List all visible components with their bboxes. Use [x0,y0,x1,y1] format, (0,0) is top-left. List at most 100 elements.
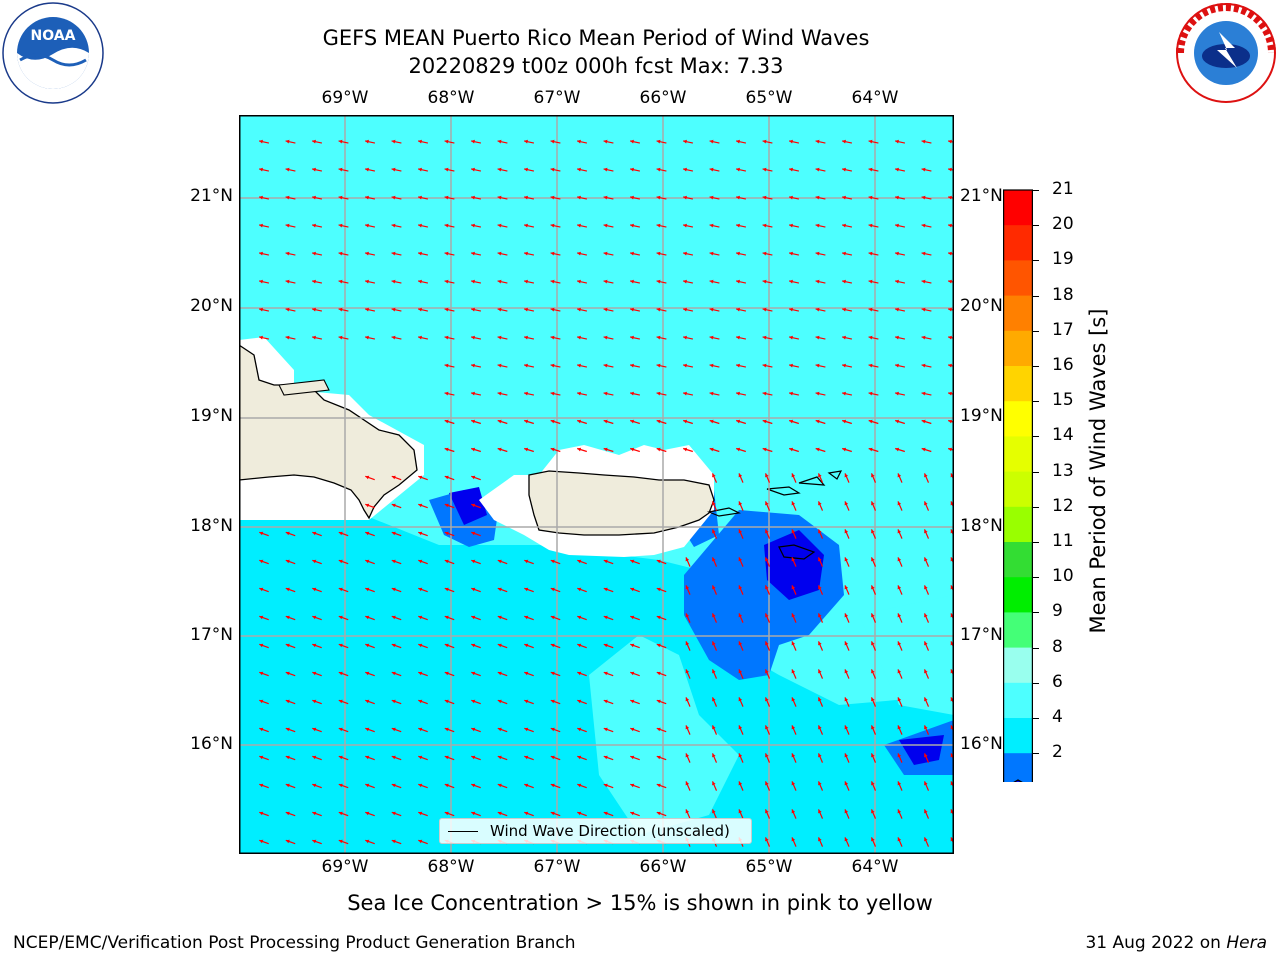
wind-arrow-head [285,279,290,284]
wind-arrow-head [844,697,849,702]
wind-arrow-head [577,223,581,228]
wind-arrow-head [444,783,449,788]
wind-arrow-head [550,699,555,704]
wind-arrow-head [338,783,343,788]
wind-arrow-head [497,335,502,340]
wind-arrow-head [312,251,316,256]
wind-arrow-head [844,837,849,842]
wind-arrow-head [365,559,370,564]
wind-arrow-head [418,755,423,760]
wind-arrow-head [709,335,714,340]
wind-arrow-head [709,419,714,424]
wind-arrow-head [550,139,555,144]
wind-arrow-head [950,809,954,814]
lon-label-bottom: 67°W [533,857,581,877]
wind-arrow-head [948,167,952,172]
wind-arrow-head [844,501,849,506]
wind-arrow-head [550,251,555,256]
wind-arrow-head [471,475,476,480]
wind-arrow-head [842,447,847,452]
wind-arrow-head [844,725,849,730]
wind-arrow-head [497,251,502,256]
wind-arrow-head [871,529,875,534]
wind-arrow-head [418,251,422,256]
footer-host: Hera [1226,933,1267,953]
wind-arrow-head [897,697,902,702]
wind-arrow-head [603,727,608,732]
wind-arrow-head [924,809,928,814]
wind-arrow-head [444,223,449,228]
wind-arrow-head [738,529,743,534]
wind-arrow-head [897,837,902,842]
wind-arrow-head [418,783,423,788]
wind-arrow-head [818,837,822,842]
wind-arrow-head [871,585,875,590]
wind-arrow-head [897,781,902,786]
wind-arrow-head [338,615,343,620]
wind-arrow-head [789,223,793,228]
wind-arrow-head [630,643,635,648]
wind-arrow-head [683,307,687,312]
colorbar [1003,188,1033,782]
colorbar-segment [1003,718,1033,754]
wind-arrow-head [712,781,716,786]
wind-arrow-head [550,671,555,676]
wind-arrow-head [868,195,873,200]
colorbar-extend-arrow [1013,779,1023,782]
wind-arrow-head [630,139,634,144]
wind-arrow-head [924,753,928,758]
wind-arrow-head [365,475,370,480]
wind-arrow-head [842,195,846,200]
graticule [239,115,954,854]
contour-6-8 [589,635,739,835]
wind-arrow-head [418,475,423,480]
wind-arrow-head [709,391,714,396]
wind-arrow-head [656,363,661,368]
wind-arrow-head [709,279,714,284]
wind-arrow-head [765,557,769,562]
lat-label-left: 19°N [190,406,233,426]
colorbar-tick-label: 6 [1052,671,1063,692]
wind-arrow-head [471,419,476,424]
wind-arrow-head [497,419,502,424]
wind-arrow-head [712,725,716,730]
lon-label-bottom: 68°W [427,857,475,877]
wind-arrow-head [524,559,529,564]
wind-arrow-head [444,279,449,284]
wind-arrow-head [259,531,264,536]
wind-arrow-head [765,809,769,814]
wind-arrow-head [524,783,529,788]
wind-arrow-head [897,529,902,534]
wind-arrow-head [709,139,714,144]
wind-arrow-head [603,559,608,564]
wind-arrow-head [709,195,714,200]
wind-arrow-head [791,641,796,646]
wind-arrow-head [683,139,687,144]
wind-arrow-head [524,447,529,452]
wind-arrow-head [871,781,875,786]
wind-arrow-head [577,643,582,648]
wind-arrow-head [948,363,952,368]
wind-arrow-head [471,167,475,172]
wind-arrow-head [897,641,902,646]
colorbar-segment [1003,542,1033,578]
wind-arrow-head [868,279,873,284]
wind-arrow-head [444,475,449,480]
wind-arrow-head [685,781,690,786]
wind-arrow-head [656,671,661,676]
wind-arrow-head [656,391,661,396]
colorbar-segment [1003,436,1033,473]
wind-arrow-head [897,669,902,674]
wind-arrow-head [844,809,849,814]
wind-arrow-head [577,279,581,284]
wind-arrow-head [683,195,687,200]
wind-arrow-head [365,839,370,844]
wind-arrow-head [789,391,793,396]
wind-arrow-head [709,223,714,228]
wind-arrow-head [391,811,396,816]
wind-arrow-head [338,251,343,256]
wind-arrow-head [497,363,502,368]
wind-arrow-head [524,195,528,200]
wind-arrow-head [285,139,290,144]
colorbar-tick-mark [1033,718,1039,719]
